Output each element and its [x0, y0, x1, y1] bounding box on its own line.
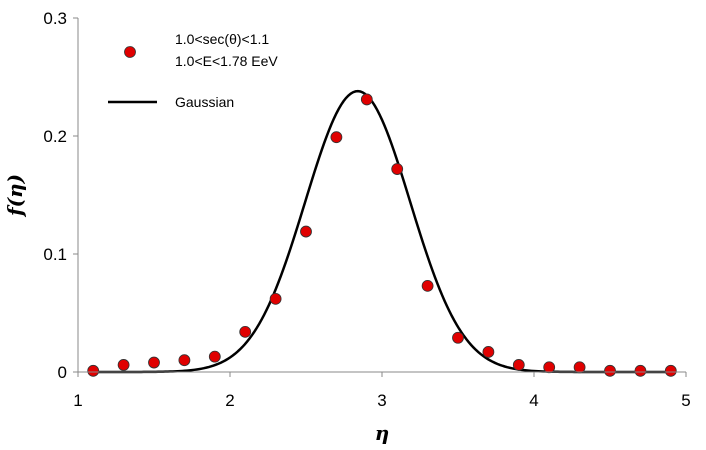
data-point [391, 163, 404, 175]
data-point [87, 364, 100, 377]
data-point [300, 225, 312, 238]
plot-area [87, 89, 677, 377]
y-tick-label: 0.3 [43, 9, 67, 28]
data-point [239, 325, 252, 338]
data-point [178, 354, 191, 367]
gaussian-curve [93, 89, 671, 374]
data-point [512, 359, 525, 371]
x-tick-label: 2 [225, 391, 234, 410]
data-point [117, 359, 130, 371]
x-tick-label: 1 [73, 391, 82, 410]
data-point [543, 361, 556, 374]
axes: 1 2 3 4 5 0 0.1 0.2 0.3 [43, 9, 690, 410]
x-tick-label: 5 [681, 391, 690, 410]
data-points [87, 93, 677, 377]
legend-label-scatter-line1: 1.0<sec(θ)<1.1 [175, 31, 269, 47]
data-point [634, 364, 647, 377]
legend: 1.0<sec(θ)<1.1 1.0<E<1.78 EeV Gaussian [108, 31, 278, 110]
legend-marker-scatter [124, 46, 136, 58]
legend-label-gaussian: Gaussian [175, 94, 234, 110]
data-point [421, 279, 434, 292]
data-point [360, 93, 373, 106]
data-point [664, 364, 677, 377]
x-tick-label: 3 [377, 391, 386, 410]
data-point [148, 356, 160, 369]
y-tick-label: 0.1 [43, 245, 67, 264]
y-tick-label: 0 [58, 363, 67, 382]
x-axis-title: η [375, 421, 390, 445]
data-point [573, 361, 586, 374]
data-point [482, 346, 495, 358]
y-ticks: 0 0.1 0.2 0.3 [43, 9, 78, 382]
y-axis-title: f(η) [3, 174, 27, 218]
data-point [208, 350, 221, 363]
x-tick-label: 4 [529, 391, 538, 410]
data-point [330, 131, 343, 144]
data-point [604, 364, 616, 377]
data-point [269, 292, 282, 305]
y-tick-label: 0.2 [43, 127, 67, 146]
data-point [452, 331, 464, 344]
x-ticks: 1 2 3 4 5 [73, 372, 691, 410]
legend-label-scatter-line2: 1.0<E<1.78 EeV [175, 53, 278, 69]
